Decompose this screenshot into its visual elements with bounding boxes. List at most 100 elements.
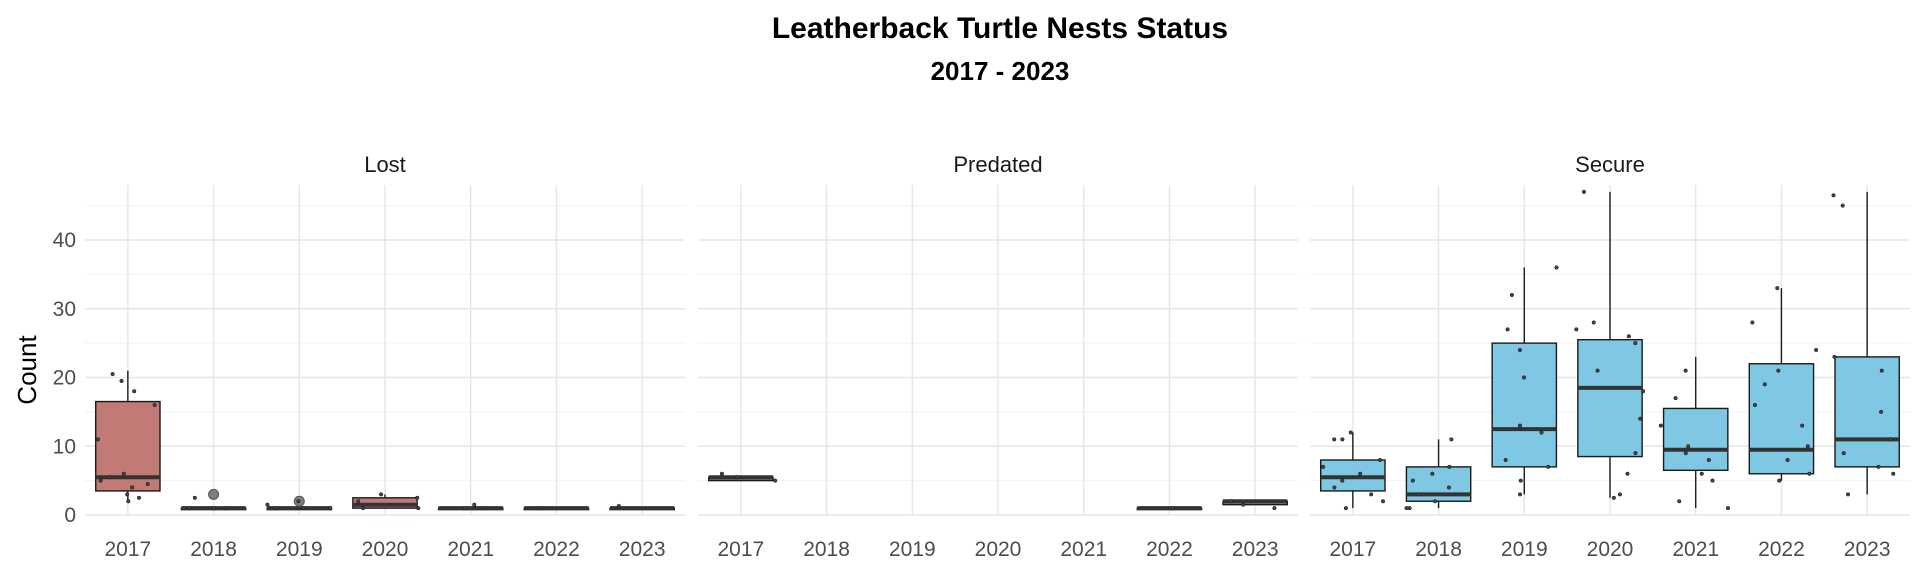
jitter-point: [480, 506, 485, 511]
jitter-point: [110, 372, 115, 377]
jitter-point: [415, 495, 420, 500]
jitter-point: [1800, 423, 1805, 428]
jitter-point: [121, 471, 126, 476]
jitter-point: [1776, 368, 1781, 373]
jitter-point: [145, 482, 150, 487]
jitter-point: [1509, 292, 1514, 298]
y-axis-label: Count: [12, 335, 42, 405]
jitter-point: [1814, 347, 1819, 353]
jitter-point: [1777, 478, 1782, 483]
jitter-point: [1321, 464, 1326, 469]
box-2023: [1834, 356, 1900, 468]
jitter-point: [1332, 485, 1337, 490]
jitter-point: [296, 499, 301, 504]
jitter-point: [96, 437, 101, 442]
jitter-point: [1633, 341, 1638, 346]
jitter-point: [1517, 492, 1523, 497]
x-tick-label: 2022: [1758, 538, 1805, 561]
x-tick-label: 2020: [1587, 538, 1634, 561]
jitter-point: [1539, 430, 1544, 435]
y-tick-label: 40: [53, 229, 76, 252]
jitter-point: [301, 506, 306, 511]
jitter-point: [1503, 457, 1508, 463]
jitter-point: [1581, 189, 1587, 194]
jitter-point: [211, 506, 216, 511]
box-2019: [1491, 342, 1558, 468]
jitter-point: [1574, 327, 1579, 332]
jitter-point: [1762, 382, 1767, 387]
jitter-point: [1447, 464, 1452, 469]
jitter-point: [1554, 265, 1559, 270]
jitter-point: [1775, 286, 1780, 291]
outlier-point: [208, 488, 220, 500]
jitter-point: [1546, 464, 1551, 469]
jitter-point: [1595, 368, 1600, 373]
jitter-point: [1683, 368, 1688, 373]
jitter-point: [416, 506, 421, 511]
jitter-point: [462, 506, 468, 511]
x-tick-label: 2023: [1844, 538, 1891, 561]
jitter-point: [1840, 203, 1845, 208]
jitter-point: [1272, 506, 1277, 511]
jitter-point: [132, 389, 137, 394]
jitter-point: [1518, 478, 1523, 483]
jitter-point: [1170, 506, 1175, 511]
jitter-point: [1845, 492, 1851, 497]
jitter-point: [181, 506, 186, 511]
jitter-point: [223, 506, 228, 511]
jitter-point: [119, 378, 124, 383]
x-tick-label: 2019: [276, 538, 323, 561]
x-tick-label: 2017: [1329, 538, 1376, 561]
jitter-point: [1369, 492, 1374, 497]
jitter-point: [1416, 492, 1422, 497]
jitter-point: [538, 506, 543, 511]
x-tick-label: 2021: [447, 538, 494, 561]
jitter-point: [1879, 368, 1884, 373]
jitter-point: [1832, 354, 1837, 359]
x-tick-label: 2019: [1501, 538, 1548, 561]
x-tick-label: 2017: [717, 538, 764, 561]
jitter-point: [1633, 451, 1638, 456]
y-tick-label: 0: [64, 504, 76, 527]
x-tick-label: 2019: [889, 538, 936, 561]
jitter-point: [126, 499, 131, 504]
jitter-point: [1879, 409, 1884, 414]
jitter-point: [1626, 334, 1631, 339]
jitter-point: [1831, 193, 1836, 198]
jitter-point: [1430, 471, 1435, 476]
box-2021: [1662, 407, 1729, 472]
jitter-point: [1658, 423, 1663, 428]
jitter-point: [1888, 437, 1893, 442]
x-tick-label: 2021: [1060, 538, 1107, 561]
jitter-point: [1410, 478, 1415, 483]
jitter-point: [734, 475, 740, 480]
jitter-point: [773, 478, 778, 483]
jitter-point: [1673, 396, 1678, 401]
x-tick-label: 2021: [1672, 538, 1719, 561]
y-tick-label: 10: [53, 435, 76, 458]
jitter-point: [1377, 457, 1383, 463]
facet-strip-label: Secure: [1575, 152, 1645, 177]
jitter-point: [1505, 327, 1510, 332]
jitter-point: [1228, 499, 1233, 504]
jitter-point: [379, 492, 384, 497]
chart-title: Leatherback Turtle Nests Status: [772, 12, 1228, 45]
x-tick-label: 2017: [104, 538, 151, 561]
jitter-point: [1805, 444, 1810, 449]
jitter-point: [360, 506, 366, 511]
jitter-point: [1241, 502, 1246, 507]
jitter-point: [274, 506, 279, 511]
x-tick-label: 2018: [803, 538, 850, 561]
jitter-point: [1710, 478, 1715, 483]
x-tick-label: 2018: [1415, 538, 1462, 561]
jitter-point: [130, 485, 135, 490]
jitter-point: [1611, 495, 1616, 500]
jitter-point: [1404, 506, 1409, 511]
jitter-point: [719, 471, 724, 476]
jitter-point: [1617, 492, 1622, 497]
jitter-point: [328, 506, 333, 511]
facet-strip-label: Lost: [364, 152, 406, 177]
facet-strip-label: Predated: [953, 152, 1042, 177]
jitter-point: [1517, 347, 1522, 353]
